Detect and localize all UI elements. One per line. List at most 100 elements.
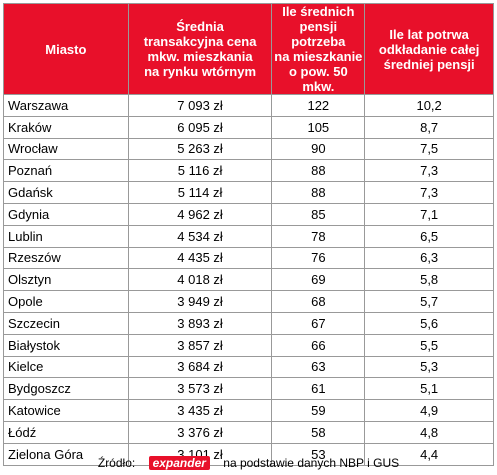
table-row: Kielce 3 684 zł 63 5,3	[3, 355, 494, 379]
table-row: Rzeszów 4 435 zł 76 6,3	[3, 246, 494, 270]
table-cell: Lublin	[3, 224, 129, 248]
table-cell: 5,8	[364, 268, 494, 292]
table-row: Olsztyn 4 018 zł 69 5,8	[3, 268, 494, 292]
table-row: Lublin 4 534 zł 78 6,5	[3, 224, 494, 248]
table-cell: 59	[271, 399, 366, 422]
table-cell: Łódź	[3, 420, 129, 444]
table-cell: 8,7	[364, 115, 494, 139]
table-cell: Bydgoszcz	[3, 377, 129, 401]
table-row: Gdynia 4 962 zł 85 7,1	[3, 202, 494, 226]
table-cell: 76	[271, 246, 366, 270]
table-cell: 7,1	[364, 202, 494, 226]
table-body: Warszawa 7 093 zł 122 10,2 Kraków 6 095 zł 105…	[3, 94, 494, 466]
table-cell: 5,5	[364, 333, 494, 357]
table-row: Szczecin 3 893 zł 67 5,6	[3, 311, 494, 335]
header-line: odkładanie całej	[378, 41, 480, 57]
table-cell: Gdańsk	[3, 181, 129, 204]
table-cell: 68	[271, 290, 366, 313]
table-cell: 3 435 zł	[127, 399, 273, 422]
table-cell: 61	[271, 377, 366, 401]
source-label: Źródło:	[97, 456, 136, 470]
header-line: Ile lat potrwa	[389, 26, 469, 42]
table-cell: 6,3	[364, 246, 494, 270]
header-line: średniej pensji	[383, 56, 475, 72]
table-row: Gdańsk 5 114 zł 88 7,3	[3, 181, 494, 204]
table-cell: Zielona Góra	[3, 442, 129, 466]
table-cell: Warszawa	[3, 94, 129, 117]
table-cell: 5,7	[364, 290, 494, 313]
table-cell: 4 962 zł	[127, 202, 273, 226]
table-cell: 3 893 zł	[127, 311, 273, 335]
table-cell: 78	[271, 224, 366, 248]
header-cell: Ile średnich pensji potrzeba na mieszkanie…	[271, 3, 366, 95]
header-line: Średnia	[176, 19, 224, 34]
table-row: Katowice 3 435 zł 59 4,9	[3, 399, 494, 422]
table-cell: Poznań	[3, 159, 129, 183]
table-cell: 5,6	[364, 311, 494, 335]
table-cell: Opole	[3, 290, 129, 313]
table-row: Warszawa 7 093 zł 122 10,2	[3, 94, 494, 117]
header-line: o pow. 50 mkw.	[288, 64, 348, 94]
table-cell: 122	[271, 94, 366, 117]
table-row: Kraków 6 095 zł 105 8,7	[3, 115, 494, 139]
table-row: Zielona Góra 3 101 zł 53 4,4	[3, 442, 494, 466]
table-cell: 3 376 zł	[127, 420, 273, 444]
table-cell: 4,8	[364, 420, 494, 444]
table-cell: 10,2	[364, 94, 494, 117]
table-row: Białystok 3 857 zł 66 5,5	[3, 333, 494, 357]
header-cell: Miasto	[3, 3, 129, 95]
logo: expander	[148, 456, 210, 470]
table-cell: Rzeszów	[3, 246, 129, 270]
source-text: na podstawie danych NBP i GUS	[223, 456, 400, 470]
table-cell: Kielce	[3, 355, 129, 379]
header-line: na mieszkanie	[274, 49, 363, 64]
table-row: Bydgoszcz 3 573 zł 61 5,1	[3, 377, 494, 401]
header-line: na rynku wtórnym	[144, 64, 257, 79]
table-cell: Białystok	[3, 333, 129, 357]
table-row: Poznań 5 116 zł 88 7,3	[3, 159, 494, 183]
table-cell: 7,5	[364, 137, 494, 161]
table-cell: 5,3	[364, 355, 494, 379]
table-cell: Szczecin	[3, 311, 129, 335]
table-row: Łódź 3 376 zł 58 4,8	[3, 420, 494, 444]
table-cell: 53	[271, 442, 366, 466]
table-cell: Gdynia	[3, 202, 129, 226]
table-cell: 69	[271, 268, 366, 292]
table-cell: 4,9	[364, 399, 494, 422]
header-line: Miasto	[45, 41, 87, 57]
table-cell: 88	[271, 159, 366, 183]
table-cell: 7,3	[364, 159, 494, 183]
table-row: Opole 3 949 zł 68 5,7	[3, 290, 494, 313]
table-cell: 58	[271, 420, 366, 444]
source: Źródło: expander na podstawie danych NBP…	[0, 456, 497, 470]
header-line: pensji potrzeba	[291, 19, 346, 49]
table-cell: Kraków	[3, 115, 129, 139]
header-row: Miasto Średnia transakcyjna cena mkw. miesz…	[3, 3, 494, 95]
header-line: mkw. mieszkania	[147, 49, 253, 64]
table-cell: 88	[271, 181, 366, 204]
table-cell: 6,5	[364, 224, 494, 248]
table-cell: 7,3	[364, 181, 494, 204]
table-cell: 3 949 zł	[127, 290, 273, 313]
table-cell: 67	[271, 311, 366, 335]
table-cell: 5 114 zł	[127, 181, 273, 204]
table-cell: 5 116 zł	[127, 159, 273, 183]
table-cell: 4 534 zł	[127, 224, 273, 248]
table-cell: Wrocław	[3, 137, 129, 161]
table-cell: 3 684 zł	[127, 355, 273, 379]
table-cell: 4,4	[364, 442, 494, 466]
table-cell: 85	[271, 202, 366, 226]
data-table: Miasto Średnia transakcyjna cena mkw. miesz…	[3, 3, 494, 466]
header-cell: Ile lat potrwa odkładanie całej średniej p…	[364, 3, 494, 95]
table-row: Wrocław 5 263 zł 90 7,5	[3, 137, 494, 161]
table-cell: 3 573 zł	[127, 377, 273, 401]
header-cell: Średnia transakcyjna cena mkw. mieszkania n…	[127, 3, 273, 95]
table-cell: 7 093 zł	[127, 94, 273, 117]
table-cell: Katowice	[3, 399, 129, 422]
header-line: Ile średnich	[282, 4, 355, 19]
header-line: transakcyjna cena	[143, 34, 257, 49]
table-cell: Olsztyn	[3, 268, 129, 292]
table-cell: 4 435 zł	[127, 246, 273, 270]
table-cell: 6 095 zł	[127, 115, 273, 139]
